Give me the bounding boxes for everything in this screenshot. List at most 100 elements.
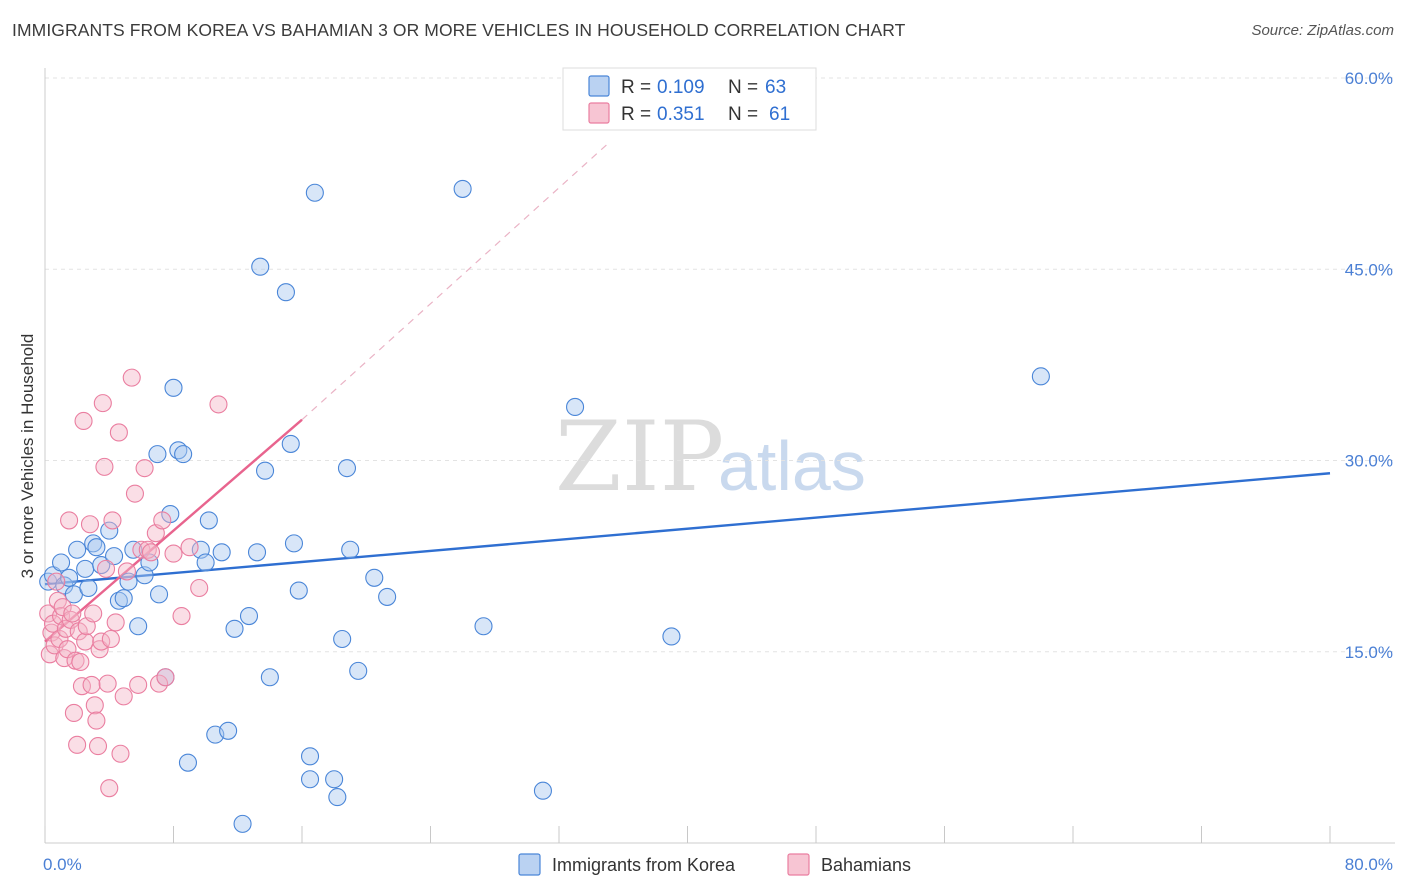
y-tick-label: 45.0% [1345, 260, 1393, 279]
korea-point [196, 553, 215, 572]
bahamians-point [129, 675, 148, 694]
korea-point [453, 179, 472, 198]
trend-lines [44, 143, 1331, 643]
bahamians-point [156, 668, 175, 687]
bahamians-point [72, 677, 91, 696]
legend-n-label-bahamians: N = [728, 104, 758, 125]
korea-point [129, 617, 148, 636]
korea-point [239, 606, 259, 626]
bahamians-point [109, 423, 128, 442]
korea-point [325, 770, 344, 789]
korea-point [247, 543, 267, 562]
legend-r-label-bahamians: R = [621, 104, 651, 125]
korea-point [662, 627, 681, 646]
data-points [39, 179, 1050, 833]
korea-point [533, 781, 552, 800]
bahamians-trend-extension [301, 143, 608, 421]
legend-swatch-bahamians [588, 102, 610, 124]
x-tick-label: 0.0% [43, 855, 82, 874]
bahamians-point [141, 543, 161, 562]
bottom-legend-label-bahamians: Bahamians [821, 855, 911, 875]
axes [44, 68, 1395, 844]
korea-point [149, 585, 169, 604]
bahamians-point [82, 675, 101, 694]
legend-r-value-bahamians: 0.351 [657, 104, 705, 125]
korea-point [276, 283, 295, 302]
bahamians-point [60, 511, 79, 530]
korea-point [365, 568, 384, 587]
bahamians-point [122, 368, 141, 387]
korea-point [68, 540, 87, 559]
series-korea-points [39, 179, 1050, 833]
bahamians-point [164, 544, 183, 563]
bahamians-point [95, 457, 114, 476]
bahamians-point [71, 652, 90, 672]
chart-title: IMMIGRANTS FROM KOREA VS BAHAMIAN 3 OR M… [12, 20, 906, 40]
bahamians-trend-line [44, 418, 303, 643]
bahamians-point [149, 674, 169, 693]
korea-point [178, 753, 198, 772]
legend-r-value-korea: 0.109 [657, 77, 705, 98]
bahamians-point [101, 629, 120, 649]
korea-point [251, 257, 270, 276]
korea-point [333, 629, 352, 649]
legend-n-value-korea: 63 [765, 77, 786, 98]
y-tick-label: 30.0% [1345, 452, 1393, 471]
x-tick-label: 80.0% [1345, 855, 1393, 874]
y-tick-label: 60.0% [1345, 69, 1393, 88]
korea-point [341, 540, 360, 559]
korea-point [284, 534, 304, 553]
korea-point [305, 183, 324, 202]
y-axis-title: 3 or more Vehicles in Household [18, 334, 37, 579]
bahamians-point [172, 606, 191, 626]
korea-point [378, 587, 397, 606]
korea-point [337, 459, 357, 478]
korea-point [566, 397, 585, 417]
korea-point [164, 378, 183, 397]
korea-point [100, 521, 119, 540]
bahamians-point [90, 640, 109, 659]
bahamians-point [76, 632, 95, 651]
bahamians-point [100, 779, 119, 798]
korea-point [114, 589, 133, 608]
korea-point [76, 559, 95, 578]
y-tick-labels: 15.0% 30.0% 45.0% 60.0% [1345, 69, 1393, 662]
bahamians-point [135, 459, 154, 478]
korea-point [105, 547, 124, 566]
watermark: ZIP atlas [555, 401, 866, 513]
korea-point [1031, 367, 1050, 386]
bahamians-point [125, 484, 144, 503]
bahamians-point [80, 515, 100, 534]
bahamians-point [93, 394, 112, 413]
bahamians-point [103, 511, 122, 530]
x-tick-labels: 0.0% 80.0% [43, 855, 1393, 874]
bahamians-point [47, 572, 66, 591]
bottom-legend: Immigrants from Korea Bahamians [518, 853, 911, 876]
bahamians-point [117, 562, 136, 581]
bahamians-point [153, 511, 172, 530]
korea-point [474, 617, 493, 636]
korea-point [328, 788, 347, 807]
korea-point [300, 747, 320, 766]
bahamians-point [85, 696, 104, 715]
legend-swatch-korea [588, 75, 610, 97]
bahamians-point [106, 613, 125, 632]
source-credit: Source: ZipAtlas.com [1251, 22, 1394, 39]
korea-point [174, 445, 193, 464]
korea-trend-line [44, 472, 1331, 586]
korea-point [52, 553, 71, 572]
korea-point [87, 538, 106, 557]
bahamians-point [53, 598, 72, 617]
bahamians-point [68, 735, 87, 754]
watermark-zip: ZIP [555, 401, 724, 513]
bahamians-point [190, 578, 209, 598]
bottom-legend-swatch-korea [518, 853, 541, 876]
korea-point [349, 661, 368, 680]
korea-point [233, 814, 252, 833]
bahamians-point [63, 604, 82, 623]
bahamians-point [64, 703, 83, 723]
korea-point [219, 721, 238, 740]
bahamians-point [96, 559, 116, 578]
bahamians-point [84, 604, 103, 623]
y-tick-label: 15.0% [1345, 643, 1393, 662]
